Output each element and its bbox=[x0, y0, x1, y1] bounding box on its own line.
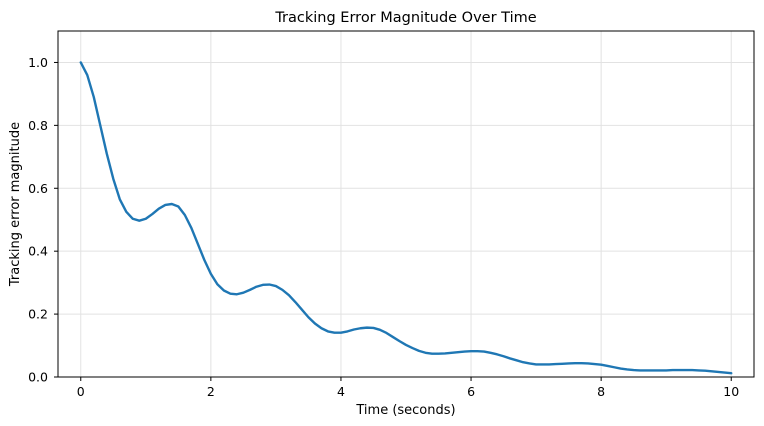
axes-frame bbox=[57, 30, 755, 378]
y-tick-label-4: 0.8 bbox=[28, 118, 48, 133]
x-axis-title: Time (seconds) bbox=[355, 403, 455, 418]
y-tick-label-5: 1.0 bbox=[28, 55, 48, 70]
y-tick-label-3: 0.6 bbox=[28, 181, 48, 196]
x-tick-label-3: 6 bbox=[467, 384, 475, 399]
x-tick-label-4: 8 bbox=[597, 384, 605, 399]
y-tick-label-2: 0.4 bbox=[28, 244, 48, 259]
x-tick-label-1: 2 bbox=[207, 384, 215, 399]
y-axis-title: Tracking error magnitude bbox=[8, 122, 23, 287]
grid-layer bbox=[58, 31, 754, 378]
chart-title: Tracking Error Magnitude Over Time bbox=[274, 10, 536, 26]
y-tick-label-0: 0.0 bbox=[28, 370, 48, 385]
series-layer bbox=[79, 61, 733, 375]
series-line-0 bbox=[79, 61, 733, 375]
x-tick-label-0: 0 bbox=[77, 384, 85, 399]
x-tick-label-5: 10 bbox=[723, 384, 739, 399]
ticks-layer: 0 2 4 6 8 10 0.0 0.2 0.4 0.6 0.8 1.0 bbox=[28, 55, 739, 399]
y-tick-label-1: 0.2 bbox=[28, 307, 48, 322]
x-tick-label-2: 4 bbox=[337, 384, 345, 399]
